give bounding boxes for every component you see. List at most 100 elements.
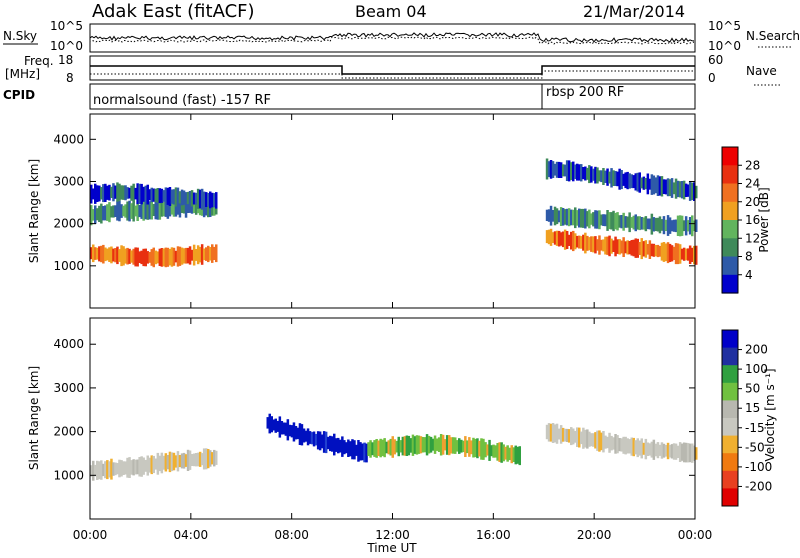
data-cell-0 xyxy=(656,442,660,459)
y-tick-label: 3000 xyxy=(53,174,84,188)
data-cell-1 xyxy=(96,208,99,221)
data-cell-1 xyxy=(628,212,631,233)
data-cell-0 xyxy=(578,427,581,448)
colorbar-segment xyxy=(722,201,738,221)
colorbar-tick-label: -15 xyxy=(745,421,765,435)
data-cell-2 xyxy=(608,171,611,184)
data-cell-2 xyxy=(439,434,443,456)
colorbar-tick-label: 20 xyxy=(745,195,760,209)
data-cell-0 xyxy=(636,438,639,458)
data-cell-0 xyxy=(144,459,147,472)
data-cell-0 xyxy=(124,461,127,475)
data-cell-0 xyxy=(100,460,103,480)
data-cell-0 xyxy=(166,247,170,267)
data-cell-2 xyxy=(207,193,210,207)
colorbar-tick-label: 4 xyxy=(745,268,753,282)
data-cell-1 xyxy=(118,200,121,222)
data-cell-2 xyxy=(186,191,190,205)
data-cell-2 xyxy=(162,190,166,202)
data-cell-0 xyxy=(168,451,172,473)
data-cell-2 xyxy=(478,440,481,457)
data-cell-2 xyxy=(576,163,579,181)
data-cell-2 xyxy=(640,177,643,189)
data-cell-2 xyxy=(695,185,698,199)
data-cell-0 xyxy=(684,442,688,463)
data-cell-0 xyxy=(152,247,155,268)
data-cell-2 xyxy=(156,188,160,203)
data-cell-2 xyxy=(586,167,589,180)
data-cell-0 xyxy=(118,459,121,478)
noise-panel-frame xyxy=(89,23,696,53)
data-cell-0 xyxy=(138,457,141,477)
data-cell-2 xyxy=(672,182,676,195)
data-cell-0 xyxy=(565,231,569,249)
data-cell-1 xyxy=(268,413,271,434)
data-cell-0 xyxy=(102,244,105,264)
data-cell-0 xyxy=(114,248,117,263)
colorbar-segment xyxy=(722,453,738,472)
power-colorbar-ticks: 4 8 12 16 20 24 28 xyxy=(738,158,760,282)
data-cell-2 xyxy=(196,188,200,209)
data-cell-2 xyxy=(190,190,194,207)
data-cell-2 xyxy=(441,434,445,455)
data-cell-1 xyxy=(142,200,145,221)
data-cell-0 xyxy=(553,231,557,245)
data-cell-2 xyxy=(460,439,463,453)
colorbar-segment xyxy=(722,347,738,366)
data-cell-1 xyxy=(190,199,194,214)
data-cell-0 xyxy=(180,453,184,469)
data-cell-2 xyxy=(676,180,680,198)
data-cell-2 xyxy=(124,185,127,201)
data-cell-0 xyxy=(695,447,698,460)
data-cell-0 xyxy=(549,423,553,442)
data-cell-2 xyxy=(516,446,519,464)
data-cell-0 xyxy=(116,463,119,475)
data-cell-0 xyxy=(598,235,601,255)
data-cell-1 xyxy=(565,208,569,226)
data-cell-2 xyxy=(600,170,603,183)
data-cell-0 xyxy=(160,248,164,267)
data-cell-2 xyxy=(389,438,392,456)
data-cell-0 xyxy=(630,437,633,456)
data-cell-0 xyxy=(124,248,127,264)
data-cell-2 xyxy=(395,440,398,453)
data-cell-2 xyxy=(150,187,153,203)
data-cell-1 xyxy=(656,217,660,232)
data-cell-2 xyxy=(90,184,93,204)
data-cell-2 xyxy=(634,173,637,191)
data-cell-0 xyxy=(574,430,577,443)
data-cell-1 xyxy=(561,208,565,226)
data-cell-0 xyxy=(602,239,605,252)
data-cell-0 xyxy=(100,245,103,263)
data-cell-1 xyxy=(194,198,198,215)
data-cell-0 xyxy=(594,236,597,254)
data-cell-2 xyxy=(92,188,95,200)
y-tick-label: 1000 xyxy=(53,468,84,482)
data-cell-0 xyxy=(604,435,607,449)
data-cell-0 xyxy=(670,245,674,262)
cpid-mode-1: normalsound (fast) -157 RF xyxy=(93,93,271,108)
data-cell-2 xyxy=(656,175,660,196)
data-cell-2 xyxy=(476,438,479,459)
data-cell-0 xyxy=(672,443,676,460)
data-cell-2 xyxy=(666,178,670,197)
data-cell-2 xyxy=(409,438,413,453)
data-cell-2 xyxy=(379,438,382,458)
data-cell-0 xyxy=(211,244,214,263)
data-cell-1 xyxy=(602,214,605,226)
data-cell-0 xyxy=(634,238,637,258)
data-cell-2 xyxy=(184,192,188,204)
data-cell-0 xyxy=(574,233,577,250)
data-cell-1 xyxy=(343,440,346,455)
data-cell-1 xyxy=(270,416,273,433)
data-cell-1 xyxy=(300,424,304,446)
data-cell-1 xyxy=(693,220,696,232)
data-cell-1 xyxy=(680,215,684,236)
data-cell-2 xyxy=(385,441,388,454)
data-cell-2 xyxy=(140,183,143,205)
data-cell-0 xyxy=(648,443,652,456)
data-cell-2 xyxy=(610,168,613,188)
data-cell-1 xyxy=(674,219,678,233)
data-cell-0 xyxy=(154,458,157,470)
station-title: Adak East (fitACF) xyxy=(92,1,255,22)
